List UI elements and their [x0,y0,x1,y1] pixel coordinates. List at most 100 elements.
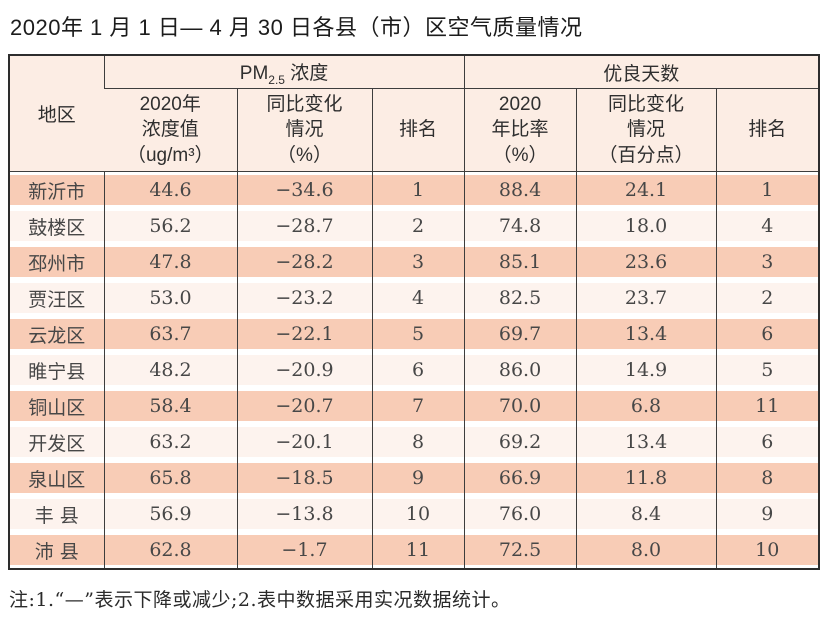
pm-change-cell: −20.7 [236,388,372,424]
table-row: 云龙区 63.7 −22.1 5 69.7 13.4 6 [9,316,820,352]
good-rank-cell: 1 [715,171,820,208]
pm-value-cell: 48.2 [103,352,237,388]
pm-change-cell: −18.5 [236,460,372,496]
pm-value-cell: 56.2 [103,208,237,244]
good-change-header: 同比变化 情况 （百分点） [575,88,717,172]
pm-change-header: 同比变化 情况 （%） [236,88,372,172]
good-change-cell: 13.4 [575,424,717,460]
good-rank-cell: 11 [715,388,820,424]
good-change-cell: 8.0 [575,532,717,569]
region-cell: 丰 县 [9,496,104,532]
pm-change-cell: −28.2 [236,244,372,280]
good-rank-cell: 6 [715,316,820,352]
table-row: 沛 县 62.8 −1.7 11 72.5 8.0 10 [9,532,820,569]
pm-value-cell: 47.8 [103,244,237,280]
pm-change-cell: −1.7 [236,532,372,569]
pm-change-cell: −23.2 [236,280,372,316]
table-row: 铜山区 58.4 −20.7 7 70.0 6.8 11 [9,388,820,424]
table-row: 新沂市 44.6 −34.6 1 88.4 24.1 1 [9,171,820,209]
pm-value-cell: 63.7 [103,316,237,352]
region-cell: 贾汪区 [9,280,104,316]
good-change-cell: 8.4 [575,496,717,532]
pm-rank-header: 排名 [371,88,465,172]
table-row: 鼓楼区 56.2 −28.7 2 74.8 18.0 4 [9,208,820,244]
pm-rank-cell: 1 [371,171,465,208]
region-cell: 鼓楼区 [9,208,104,244]
pm-value-cell: 44.6 [103,171,237,208]
good-rate-cell: 88.4 [463,171,577,208]
region-cell: 开发区 [9,424,104,460]
page-title: 2020年 1 月 1 日— 4 月 30 日各县（市）区空气质量情况 [10,15,583,40]
good-change-cell: 23.6 [575,244,717,280]
pm25-label-suffix: 浓度 [284,62,329,84]
region-cell: 铜山区 [9,388,104,424]
good-rate-header: 2020 年比率 （%） [463,88,577,172]
pm-change-cell: −22.1 [236,316,372,352]
good-change-cell: 6.8 [575,388,717,424]
pm25-group-header: PM2.5 浓度 [103,55,465,89]
pm-rank-cell: 6 [371,352,465,388]
table-row: 开发区 63.2 −20.1 8 69.2 13.4 6 [9,424,820,460]
good-rank-cell: 6 [715,424,820,460]
pm-rank-cell: 3 [371,244,465,280]
pm-rank-cell: 5 [371,316,465,352]
pm-value-cell: 56.9 [103,496,237,532]
good-change-cell: 18.0 [575,208,717,244]
pm-change-cell: −20.1 [236,424,372,460]
good-rate-cell: 86.0 [463,352,577,388]
pm-value-header: 2020年 浓度值 （ug/m³） [104,88,237,172]
region-cell: 睢宁县 [9,352,104,388]
pm-change-cell: −34.6 [236,171,372,208]
table-header: 地区 PM2.5 浓度 优良天数 2020年 浓度值 （ug/m³） 同比变化 … [9,55,820,172]
pm-change-cell: −20.9 [236,352,372,388]
good-change-cell: 24.1 [575,171,717,208]
pm-value-cell: 65.8 [103,460,237,496]
good-rate-cell: 76.0 [463,496,577,532]
pm-value-cell: 62.8 [103,532,237,569]
good-rank-cell: 5 [715,352,820,388]
pm-value-cell: 53.0 [103,280,237,316]
pm-rank-cell: 11 [371,532,465,569]
pm-rank-cell: 2 [371,208,465,244]
table-body: 新沂市 44.6 −34.6 1 88.4 24.1 1 鼓楼区 56.2 −2… [9,171,820,569]
good-rate-cell: 70.0 [463,388,577,424]
pm-change-cell: −28.7 [236,208,372,244]
good-rate-cell: 74.8 [463,208,577,244]
good-rank-cell: 2 [715,280,820,316]
pm-value-cell: 58.4 [103,388,237,424]
good-rank-cell: 8 [715,460,820,496]
region-header: 地区 [9,55,104,172]
good-rate-cell: 66.9 [463,460,577,496]
pm-rank-cell: 9 [371,460,465,496]
pm-rank-cell: 8 [371,424,465,460]
pm-change-cell: −13.8 [236,496,372,532]
good-change-cell: 11.8 [575,460,717,496]
region-cell: 云龙区 [9,316,104,352]
header-group-row: 地区 PM2.5 浓度 优良天数 [9,55,820,172]
good-days-group-header: 优良天数 [463,55,820,89]
pm-rank-cell: 10 [371,496,465,532]
pm25-label-subscript: 2.5 [268,72,285,87]
good-rate-cell: 72.5 [463,532,577,569]
good-change-cell: 23.7 [575,280,717,316]
region-cell: 邳州市 [9,244,104,280]
table-row: 贾汪区 53.0 −23.2 4 82.5 23.7 2 [9,280,820,316]
air-quality-table: 地区 PM2.5 浓度 优良天数 2020年 浓度值 （ug/m³） 同比变化 … [8,54,821,570]
pm-value-cell: 63.2 [103,424,237,460]
pm25-label-prefix: PM [239,62,269,84]
good-rank-cell: 4 [715,208,820,244]
good-rank-cell: 9 [715,496,820,532]
pm-rank-cell: 4 [371,280,465,316]
table-row: 睢宁县 48.2 −20.9 6 86.0 14.9 5 [9,352,820,388]
good-rate-cell: 82.5 [463,280,577,316]
good-change-cell: 13.4 [575,316,717,352]
good-rank-header: 排名 [715,88,820,172]
good-change-cell: 14.9 [575,352,717,388]
region-cell: 新沂市 [9,172,104,209]
good-rank-cell: 10 [715,532,820,569]
good-rank-cell: 3 [715,244,820,280]
good-rate-cell: 69.2 [463,424,577,460]
pm-rank-cell: 7 [371,388,465,424]
footnote: 注:1.“—”表示下降或减少;2.表中数据采用实况数据统计。 [9,589,511,611]
